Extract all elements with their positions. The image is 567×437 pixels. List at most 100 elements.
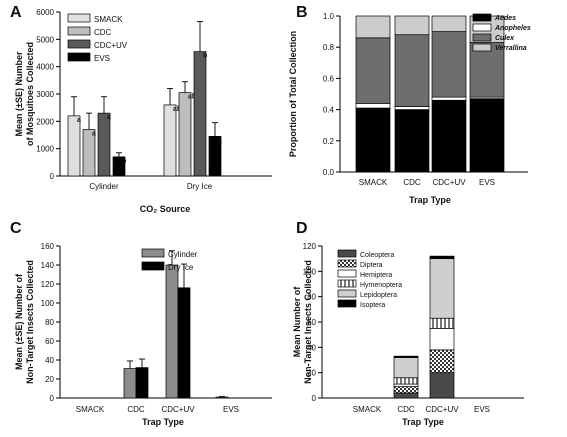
- legend-label: SMACK: [94, 15, 123, 24]
- legend-label: Culex: [495, 35, 515, 42]
- y-tick-label: 0: [50, 172, 55, 181]
- y-tick-label: 0.4: [323, 106, 335, 115]
- legend-label: Anopheles: [494, 25, 531, 32]
- x-axis-title: Trap Type: [409, 195, 451, 205]
- y-tick-label: 5000: [36, 35, 54, 44]
- significance-label: a: [218, 137, 222, 144]
- bar: [193, 51, 207, 177]
- panel-c-chart: 0 20 40 60 80 100 120 140 160 Mean (±SE) Number o…: [14, 242, 272, 427]
- y-tick-label: 20: [45, 375, 54, 384]
- panel-a-chart: 0 1000 2000 3000 4000 5000 6000 Mean (±SE) Numb…: [14, 8, 272, 214]
- stacked-bar-segment: [429, 317, 455, 329]
- panel-letter-a: A: [10, 4, 22, 21]
- x-tick-label: CDC: [403, 178, 421, 187]
- legend-label: Dry Ice: [168, 263, 194, 272]
- stacked-bar-segment: [429, 255, 455, 260]
- x-tick-label: SMACK: [359, 178, 388, 187]
- bar: [165, 264, 179, 399]
- y-tick-label: 140: [41, 261, 55, 270]
- stacked-bar-segment: [431, 96, 467, 101]
- x-axis-title: Trap Type: [402, 417, 444, 427]
- y-tick-label: 60: [307, 318, 316, 327]
- stacked-bar-segment: [431, 15, 467, 32]
- stacked-bar-segment: [355, 37, 391, 104]
- stacked-bar-segment: [393, 355, 419, 358]
- significance-label: ab: [173, 106, 181, 113]
- x-tick-label: CDC+UV: [161, 405, 195, 414]
- stacked-bar-segment: [469, 42, 505, 98]
- x-axis-title: CO₂ Source: [140, 204, 191, 214]
- stacked-bar-segment: [355, 15, 391, 39]
- panel-b-chart: 0.0 0.2 0.4 0.6 0.8 1.0 Proportion of Total Co…: [288, 12, 531, 205]
- stacked-bar-segment: [429, 258, 455, 319]
- significance-label: a: [77, 117, 81, 124]
- bar: [163, 104, 177, 177]
- legend-swatch: [337, 269, 357, 278]
- legend-swatch: [337, 259, 357, 268]
- legend-swatch: [337, 289, 357, 298]
- legend-swatch: [472, 43, 492, 52]
- y-tick-label: 0.0: [323, 168, 335, 177]
- stacked-bar-segment: [393, 357, 419, 379]
- y-tick-label: 120: [303, 242, 317, 251]
- y-tick-label: 80: [45, 318, 54, 327]
- legend-label: Lepidoptera: [360, 292, 397, 299]
- y-tick-label: 20: [307, 369, 316, 378]
- x-tick-label: Cylinder: [89, 182, 119, 191]
- y-tick-label: 0.6: [323, 74, 335, 83]
- legend-label: Aedes: [494, 15, 516, 22]
- legend-label: Cylinder: [168, 250, 198, 259]
- significance-label: ab: [188, 94, 196, 101]
- legend-swatch: [337, 279, 357, 288]
- legend-swatch: [141, 248, 165, 258]
- stacked-bar-segment: [355, 107, 391, 173]
- bar: [178, 92, 192, 177]
- legend-swatch: [472, 23, 492, 32]
- x-tick-label: EVS: [479, 178, 495, 187]
- legend-swatch: [472, 13, 492, 22]
- x-tick-label: CDC: [127, 405, 145, 414]
- y-tick-label: 1.0: [323, 12, 335, 21]
- legend-label: Coleoptera: [360, 252, 394, 259]
- y-tick-label: 100: [303, 267, 317, 276]
- x-tick-label: CDC+UV: [432, 178, 466, 187]
- stacked-bar-segment: [393, 383, 419, 387]
- y-tick-label: 60: [45, 337, 54, 346]
- panel-d-chart: 0 20 40 60 80 100 120 Mean Number ofNon-Target …: [292, 242, 524, 427]
- x-tick-label: CDC: [397, 405, 415, 414]
- stacked-bar-segment: [431, 31, 467, 98]
- x-tick-label: EVS: [474, 405, 490, 414]
- legend-label: Hemiptera: [360, 272, 392, 279]
- y-tick-label: 160: [41, 242, 55, 251]
- legend-swatch: [67, 39, 91, 49]
- panel-letter-d: D: [296, 220, 308, 237]
- bar: [215, 396, 229, 399]
- y-tick-label: 120: [41, 280, 55, 289]
- legend-label: Verrallina: [495, 45, 527, 52]
- y-tick-label: 4000: [36, 63, 54, 72]
- legend-swatch: [67, 13, 91, 23]
- y-tick-label: 0: [312, 394, 317, 403]
- legend-swatch: [337, 299, 357, 308]
- legend-swatch: [337, 249, 357, 258]
- x-axis-title: Trap Type: [142, 417, 184, 427]
- x-tick-label: SMACK: [353, 405, 382, 414]
- legend-label: EVS: [94, 54, 110, 63]
- y-tick-label: 6000: [36, 8, 54, 17]
- stacked-bar-segment: [431, 99, 467, 173]
- stacked-bar-segment: [394, 34, 430, 107]
- stacked-bar-segment: [394, 106, 430, 110]
- panel-letter-b: B: [296, 4, 308, 21]
- x-tick-label: Dry Ice: [187, 182, 213, 191]
- stacked-bar-segment: [469, 98, 505, 173]
- x-tick-label: EVS: [223, 405, 239, 414]
- y-tick-label: 0.2: [323, 137, 335, 146]
- y-axis-title: Mean (±SE) Number ofNon-Target Insects C…: [14, 260, 35, 384]
- y-tick-label: 1000: [36, 145, 54, 154]
- stacked-bar-segment: [429, 372, 455, 399]
- significance-label: a: [107, 114, 111, 121]
- legend-swatch: [67, 52, 91, 62]
- bar: [123, 368, 137, 399]
- y-axis-title: Proportion of Total Collection: [288, 31, 298, 157]
